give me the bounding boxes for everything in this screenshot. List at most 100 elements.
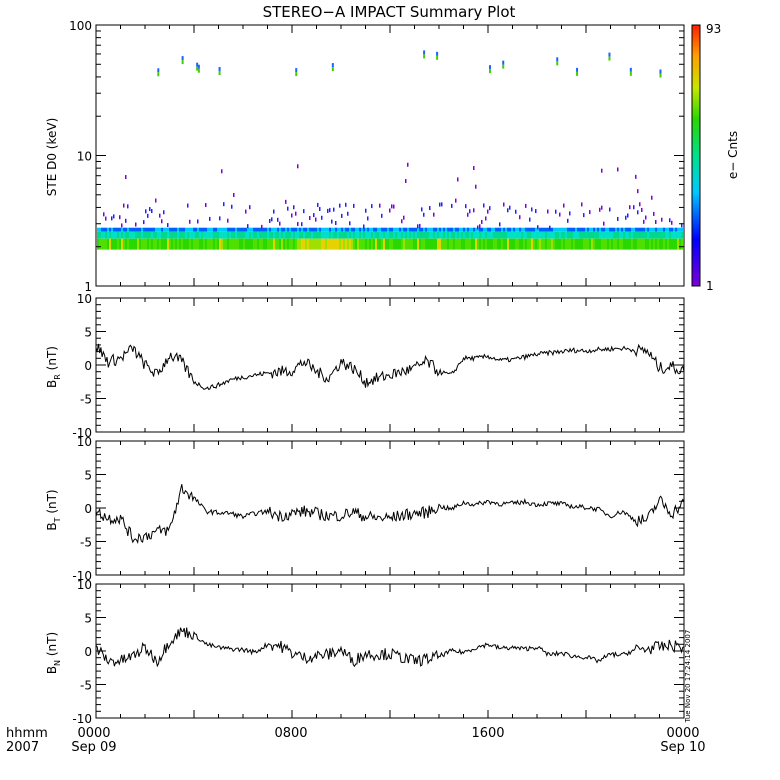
spectrogram-cell — [503, 238, 505, 250]
spectrogram-cell — [353, 238, 355, 250]
spectrogram-cell — [277, 217, 279, 222]
spectrogram-cell — [453, 231, 455, 239]
spectrogram-cell — [583, 231, 585, 239]
spectrogram-cell — [249, 205, 251, 210]
spectrogram-cell — [367, 238, 369, 250]
spectrogram-cell — [197, 219, 199, 224]
spectrogram-cell — [425, 231, 427, 239]
spectrogram-cell — [505, 238, 507, 250]
spectrogram-cell — [257, 231, 259, 239]
spectrogram-cell — [645, 238, 647, 250]
spectrogram-cell — [219, 216, 221, 221]
spectrogram-cell — [371, 231, 373, 239]
spectrogram-cell — [459, 231, 461, 239]
spectrogram-cell — [307, 231, 309, 239]
spectrogram-cell — [395, 227, 397, 232]
spectrogram-cell — [567, 238, 569, 250]
spectrogram-cell — [197, 68, 200, 73]
y-tick-label: 100 — [69, 19, 92, 33]
spectrogram-cell — [569, 211, 571, 216]
spectrogram-cell — [289, 231, 291, 239]
spectrogram-cell — [125, 238, 127, 250]
spectrogram-cell — [133, 238, 135, 250]
spectrogram-axes: 1 10 100 — [69, 19, 685, 294]
spectrogram-cell — [435, 231, 437, 239]
spectrogram-cell — [515, 227, 517, 232]
spectrogram-cell — [523, 227, 525, 232]
spectrogram-cell — [673, 238, 675, 250]
spectrogram-cell — [161, 238, 163, 250]
spectrogram-cell — [319, 206, 321, 211]
br-axes: 10 5 0 -5 -10 — [72, 292, 685, 440]
spectrogram-cell — [557, 238, 559, 250]
spectrogram-cell — [261, 231, 263, 239]
spectrogram-cell — [631, 227, 633, 232]
spectrogram-cell — [527, 238, 529, 250]
spectrogram-cell — [475, 231, 477, 239]
spectrogram-cell — [161, 219, 163, 224]
spectrogram-cell — [183, 231, 185, 239]
spectrogram-cell — [621, 231, 623, 239]
spectrogram-cell — [183, 238, 185, 250]
spectrogram-cell — [217, 238, 219, 250]
spectrogram-cell — [331, 67, 334, 72]
date-label-year: 2007 — [6, 740, 39, 755]
spectrogram-cell — [615, 238, 617, 250]
spectrogram-cell — [341, 231, 343, 239]
spectrogram-cell — [341, 238, 343, 250]
spectrogram-cell — [439, 202, 441, 207]
spectrogram-cell — [389, 231, 391, 239]
spectrogram-cell — [331, 227, 333, 232]
spectrogram-cell — [231, 204, 233, 209]
spectrogram-cell — [173, 238, 175, 250]
spectrogram-cell — [561, 238, 563, 250]
spectrogram-cell — [673, 231, 675, 239]
spectrogram-cell — [488, 65, 491, 70]
spectrogram-cell — [609, 207, 611, 212]
spectrogram-cell — [423, 227, 425, 232]
spectrogram-cell — [103, 238, 105, 250]
bn-axes: 10 5 0 -5 -10 — [72, 578, 685, 726]
spectrogram-cell — [421, 231, 423, 239]
spectrogram-cell — [149, 227, 151, 232]
spectrogram-cell — [189, 238, 191, 250]
spectrogram-cell — [429, 206, 431, 211]
spectrogram-cell — [271, 217, 273, 222]
spectrogram-cell — [617, 231, 619, 239]
spectrogram-cell — [547, 227, 549, 232]
spectrogram-cell — [393, 238, 395, 250]
spectrogram-cell — [615, 231, 617, 239]
spectrogram-cell — [189, 219, 191, 224]
spectrogram-cell — [413, 238, 415, 250]
spectrogram-cell — [415, 231, 417, 239]
spectrogram-cell — [235, 238, 237, 250]
spectrogram-cell — [553, 227, 555, 232]
spectrogram-cell — [455, 227, 457, 232]
spectrogram-cell — [527, 227, 529, 232]
spectrogram-cell — [607, 231, 609, 239]
spectrogram-cell — [593, 227, 595, 232]
spectrogram-cell — [345, 202, 347, 207]
spectrogram-cell — [149, 231, 151, 239]
spectrogram-cell — [365, 227, 367, 232]
spectrogram-cell — [427, 231, 429, 239]
spectrogram-cell — [671, 231, 673, 239]
spectrogram-cell — [137, 227, 139, 232]
spectrogram-cell — [157, 238, 159, 250]
spectrogram-cell — [387, 231, 389, 239]
spectrogram-cell — [449, 227, 451, 232]
spectrogram-cell — [519, 215, 521, 220]
spectrogram-cell — [201, 238, 203, 250]
spectrogram-cell — [587, 231, 589, 239]
spectrogram-cell — [502, 60, 505, 65]
spectrogram-cell — [395, 238, 397, 250]
spectrogram-cell — [309, 231, 311, 239]
y-tick-label: 0 — [84, 359, 92, 373]
spectrogram-cell — [227, 218, 229, 223]
spectrogram-cell — [407, 231, 409, 239]
spectrogram-cell — [463, 238, 465, 250]
spectrogram-cell — [267, 231, 269, 239]
spectrogram-cell — [365, 238, 367, 250]
spectrogram-cell — [245, 227, 247, 232]
spectrogram-cell — [127, 231, 129, 239]
